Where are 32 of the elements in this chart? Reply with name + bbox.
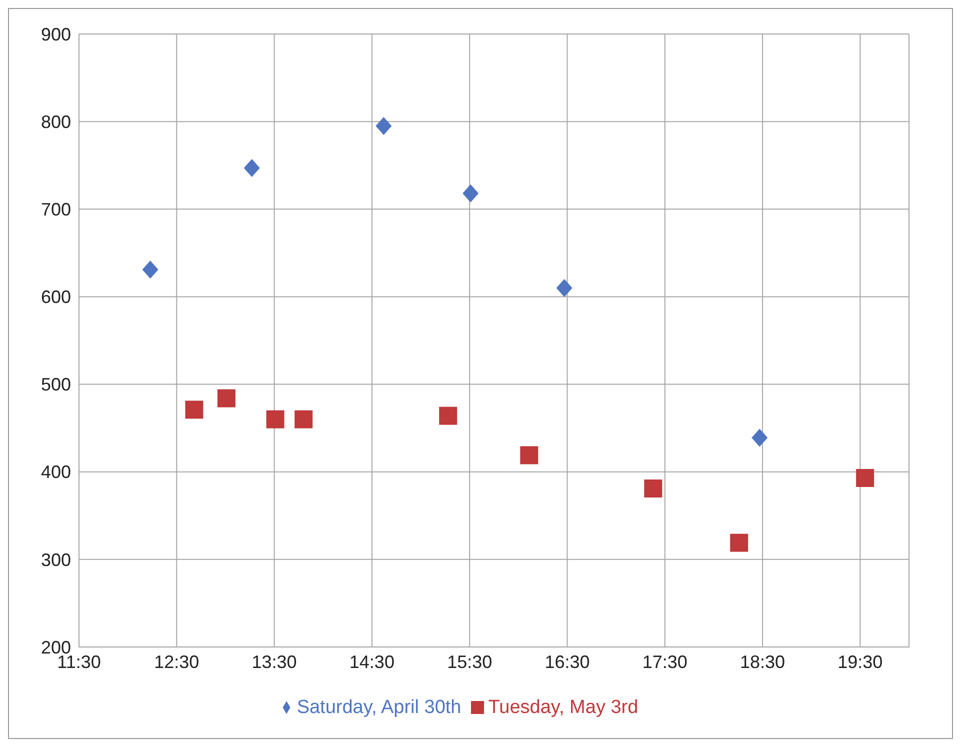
y-tick-label: 900 bbox=[40, 24, 71, 44]
legend-label: Tuesday, May 3rd bbox=[488, 697, 638, 718]
point bbox=[142, 260, 158, 279]
x-tick-label: 13:30 bbox=[252, 652, 297, 672]
y-tick-label: 400 bbox=[40, 462, 71, 482]
x-tick-label: 19:30 bbox=[838, 652, 883, 672]
point bbox=[730, 534, 748, 552]
point bbox=[217, 389, 236, 408]
point bbox=[520, 446, 538, 464]
x-tick-label: 12:30 bbox=[154, 652, 200, 672]
x-tick-label: 17:30 bbox=[642, 652, 688, 672]
x-tick-label: 18:30 bbox=[740, 652, 786, 672]
point bbox=[644, 479, 662, 498]
point bbox=[439, 406, 458, 425]
point bbox=[462, 184, 479, 202]
point bbox=[294, 410, 313, 428]
y-tick-label: 500 bbox=[40, 374, 71, 395]
y-tick-label: 600 bbox=[40, 287, 71, 308]
x-tick-label: 16:30 bbox=[544, 652, 590, 672]
point bbox=[244, 158, 260, 177]
point bbox=[185, 400, 204, 419]
y-tick-label: 300 bbox=[40, 550, 71, 570]
y-tick-label: 800 bbox=[40, 112, 71, 132]
y-tick-label: 700 bbox=[40, 200, 71, 220]
x-tick-label: 15:30 bbox=[447, 652, 492, 672]
point bbox=[556, 278, 572, 297]
legend-label: Saturday, April 30th bbox=[296, 697, 462, 718]
point bbox=[376, 116, 392, 135]
point bbox=[856, 468, 874, 487]
point bbox=[752, 428, 768, 447]
x-tick-label: 14:30 bbox=[349, 652, 394, 672]
point bbox=[266, 410, 284, 428]
